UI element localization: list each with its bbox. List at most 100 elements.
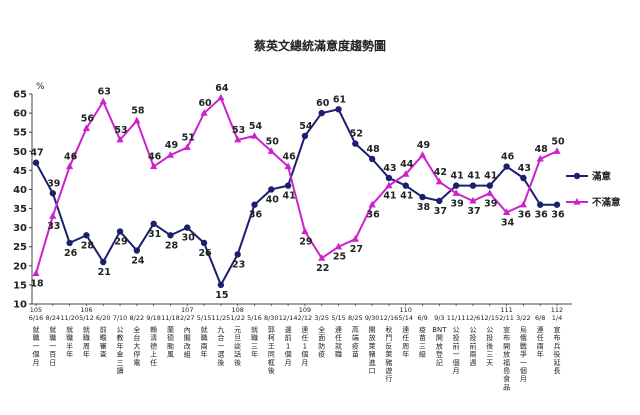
x-date-label: 6/20 — [96, 314, 111, 322]
data-point-dissatisfied — [49, 212, 57, 219]
data-label: 48 — [367, 144, 381, 155]
legend-label-satisfied: 滿意 — [591, 171, 612, 183]
data-point-satisfied — [553, 201, 561, 208]
data-point-satisfied — [234, 251, 241, 258]
x-event-label: 公投前兩週 — [469, 326, 476, 367]
data-label: 46 — [148, 152, 162, 163]
y-tick-label: 55 — [13, 128, 27, 139]
x-event-label: 宣布開放福島食品 — [503, 325, 510, 391]
x-year-label: 106 — [80, 306, 92, 314]
data-label: 24 — [131, 256, 145, 267]
data-point-dissatisfied — [250, 132, 259, 139]
data-point-dissatisfied — [334, 242, 343, 250]
x-event-label: 元旦談話後 — [234, 326, 241, 367]
x-date-label: 9/30 — [365, 314, 380, 322]
y-tick-label: 30 — [13, 223, 27, 234]
data-label: 36 — [551, 210, 565, 221]
x-event-label: 就職兩年 — [201, 325, 208, 359]
data-label: 46 — [282, 152, 296, 163]
data-label: 39 — [484, 198, 497, 209]
data-point-satisfied — [419, 193, 426, 201]
x-date-label: 1/4 — [552, 314, 562, 322]
x-event-label: 宣布兵役延長 — [554, 325, 561, 375]
x-event-label: 連任 1 個月 — [301, 325, 308, 367]
data-point-satisfied — [32, 159, 40, 166]
data-point-dissatisfied — [150, 162, 158, 170]
data-label: 31 — [148, 229, 161, 240]
data-point-satisfied — [217, 281, 225, 289]
data-label: 56 — [81, 113, 95, 124]
x-date-label: 11/20 — [60, 314, 79, 322]
data-point-dissatisfied — [519, 200, 527, 208]
x-year-label: 111 — [500, 306, 512, 314]
data-point-dissatisfied — [133, 116, 141, 124]
x-date-label: 9/3 — [434, 314, 444, 322]
y-tick-label: 20 — [13, 261, 27, 272]
data-point-satisfied — [318, 109, 325, 117]
data-label: 46 — [64, 152, 78, 163]
x-event-label: 連任兩年 — [537, 325, 544, 359]
data-point-dissatisfied — [553, 147, 561, 154]
x-year-label: 112 — [551, 306, 563, 314]
data-label: 54 — [249, 121, 263, 132]
data-point-satisfied — [503, 163, 510, 170]
data-point-dissatisfied — [116, 135, 124, 143]
data-label: 51 — [182, 132, 195, 143]
x-date-label: 12/14 — [279, 314, 298, 322]
data-point-dissatisfied — [368, 200, 376, 208]
data-point-satisfied — [368, 155, 376, 163]
x-date-label: 2/27 — [180, 314, 195, 322]
x-event-label: 就職半年 — [66, 325, 73, 359]
x-date-label: 11/18 — [161, 314, 180, 322]
data-label: 36 — [518, 210, 532, 221]
data-label: 29 — [114, 236, 127, 247]
data-point-dissatisfied — [66, 162, 74, 170]
data-label: 60 — [316, 98, 330, 109]
data-label: 39 — [47, 178, 60, 189]
data-point-dissatisfied — [82, 124, 91, 131]
x-date-label: 6/8 — [535, 314, 545, 322]
data-label: 53 — [232, 125, 245, 136]
data-point-dissatisfied — [284, 162, 292, 170]
data-label: 46 — [501, 152, 515, 163]
data-label: 36 — [367, 210, 381, 221]
data-point-satisfied — [83, 232, 90, 239]
x-event-label: 蘭德颱風 — [167, 325, 174, 359]
data-point-satisfied — [536, 201, 544, 208]
data-point-dissatisfied — [267, 147, 275, 154]
data-label: 44 — [400, 159, 414, 170]
data-label: 54 — [299, 121, 313, 132]
data-label: 36 — [535, 210, 549, 221]
data-label: 37 — [467, 206, 480, 217]
data-label: 26 — [64, 248, 78, 259]
data-label: 43 — [383, 163, 396, 174]
data-label: 36 — [249, 210, 263, 221]
data-point-satisfied — [301, 132, 309, 140]
x-event-label: BNT 開放登記 — [432, 326, 447, 367]
data-point-satisfied — [184, 224, 191, 231]
data-label: 48 — [535, 144, 549, 155]
y-tick-label: 15 — [13, 280, 27, 291]
x-event-label: 公教年金三讀 — [117, 326, 124, 375]
data-label: 50 — [551, 136, 565, 147]
x-date-label: 2/11 — [499, 314, 514, 322]
legend-marker-dissatisfied — [573, 198, 581, 205]
data-point-satisfied — [402, 182, 409, 189]
chart-title: 蔡英文總統滿意度趨勢圖 — [253, 38, 386, 53]
data-point-dissatisfied — [99, 97, 107, 105]
x-event-label: 選前 1 個月 — [285, 325, 292, 367]
x-event-label: 就職一百日 — [49, 325, 56, 367]
data-label: 40 — [266, 194, 280, 205]
data-point-satisfied — [335, 106, 342, 113]
x-date-label: 6/9 — [417, 314, 427, 322]
data-point-dissatisfied — [452, 189, 460, 196]
x-event-label: 就職一個月 — [33, 325, 40, 367]
data-point-satisfied — [116, 228, 124, 235]
x-year-label: 107 — [181, 306, 193, 314]
x-event-label: 連任就職 — [335, 325, 342, 359]
legend-label-dissatisfied: 不滿意 — [592, 197, 621, 209]
data-label: 60 — [198, 98, 212, 109]
x-year-label: 109 — [299, 306, 311, 314]
x-date-label: 7/10 — [113, 314, 128, 322]
